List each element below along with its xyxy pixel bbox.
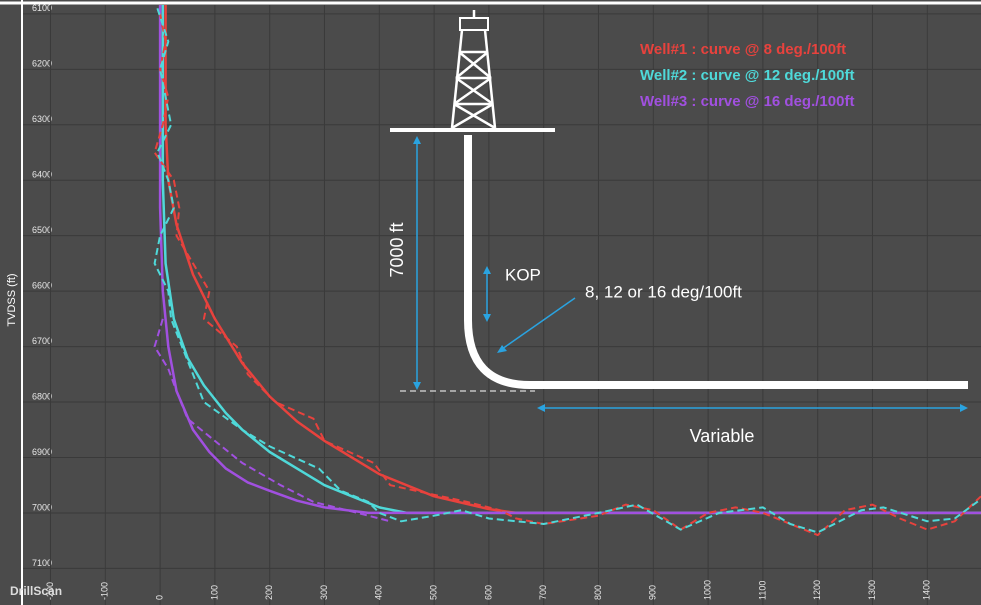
y-tick-label: 6500 <box>32 225 52 235</box>
y-tick-label: 6600 <box>32 281 52 291</box>
y-tick-label: 6900 <box>32 447 52 457</box>
annotation: KOP <box>505 265 541 284</box>
x-tick-label: 1300 <box>867 580 877 600</box>
x-tick-label: 900 <box>648 585 658 600</box>
y-tick-label: 6800 <box>32 391 52 401</box>
x-tick-label: 600 <box>483 585 493 600</box>
legend-entry: Well#1 : curve @ 8 deg./100ft <box>640 41 846 58</box>
x-tick-label: 100 <box>209 585 219 600</box>
y-tick-label: 6400 <box>32 170 52 180</box>
annotation: 8, 12 or 16 deg/100ft <box>585 282 742 301</box>
y-tick-label: 7000 <box>32 502 52 512</box>
x-tick-label: 800 <box>593 585 603 600</box>
x-tick-label: 1400 <box>922 580 932 600</box>
y-tick-label: 6300 <box>32 114 52 124</box>
x-tick-label: 700 <box>538 585 548 600</box>
x-tick-label: 1200 <box>812 580 822 600</box>
x-tick-label: 200 <box>264 585 274 600</box>
y-tick-label: 6100 <box>32 3 52 13</box>
x-tick-label: 400 <box>374 585 384 600</box>
legend: Well#1 : curve @ 8 deg./100ft Well#2 : cu… <box>640 41 854 110</box>
x-tick-label: -100 <box>100 582 110 600</box>
y-tick-label: 6700 <box>32 336 52 346</box>
x-tick-label: 1100 <box>757 581 767 600</box>
y-tick-label: 7100 <box>32 558 52 568</box>
x-tick-label: 500 <box>428 585 438 600</box>
annotation: 7000 ft <box>387 222 407 277</box>
chart: 6100620063006400650066006700680069007000… <box>0 0 981 605</box>
y-axis-label: TVDSS (ft) <box>6 273 18 326</box>
legend-entry: Well#2 : curve @ 12 deg./100ft <box>640 67 854 84</box>
x-tick-label: 300 <box>319 585 329 600</box>
x-tick-label: 1000 <box>702 580 712 600</box>
legend-entry: Well#3 : curve @ 16 deg./100ft <box>640 93 854 110</box>
y-tick-label: 6200 <box>32 59 52 69</box>
annotation: Variable <box>690 426 755 446</box>
page: {"chart_data": {"type": "line", "y_label… <box>0 0 981 605</box>
watermark: DrillScan <box>10 584 62 598</box>
x-tick-label: 0 <box>154 595 164 600</box>
